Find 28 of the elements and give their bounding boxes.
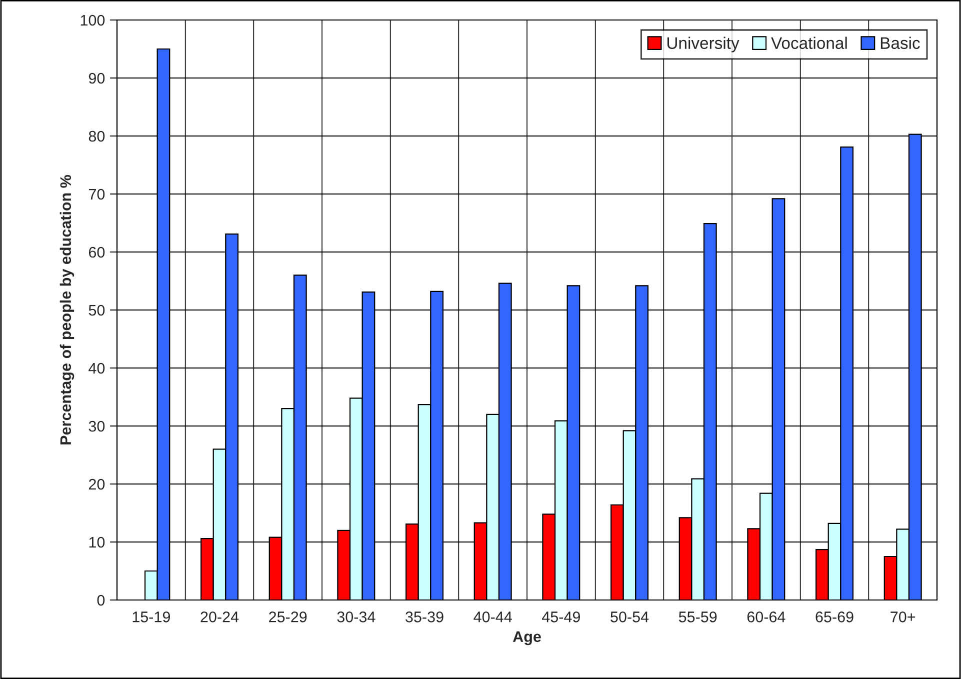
y-tick-label: 50 [88,304,105,316]
x-tick-label: 45-49 [542,612,580,622]
x-tick-label: 60-64 [747,612,786,622]
x-tick-label: 35-39 [406,612,444,622]
legend-label: Basic [880,36,920,49]
y-tick-label: 0 [97,594,105,606]
legend-label: University [667,36,740,52]
y-tick-label: 30 [88,420,105,432]
y-tick-label: 80 [88,130,105,142]
y-tick-label: 70 [88,188,105,200]
x-tick-label: 20-24 [200,612,239,622]
x-tick-label: 70+ [890,612,916,622]
y-axis-title: Percentage of people by education % [60,174,74,444]
x-tick-label: 50-54 [610,612,649,622]
x-tick-label: 30-34 [337,612,376,622]
x-tick-label: 25-29 [269,612,307,622]
x-tick-label: 40-44 [474,612,512,622]
y-tick-label: 10 [89,536,105,548]
legend-label: Vocational [771,36,847,49]
y-tick-label: 60 [88,246,105,258]
x-tick-label: 15-19 [132,612,170,622]
y-tick-label: 100 [80,14,105,26]
x-tick-label: 65-69 [816,612,854,622]
x-axis-title: Age [512,631,541,646]
y-tick-label: 40 [88,362,105,374]
y-tick-label: 20 [88,478,105,490]
x-tick-label: 55-59 [678,612,717,622]
y-tick-label: 90 [88,72,105,84]
